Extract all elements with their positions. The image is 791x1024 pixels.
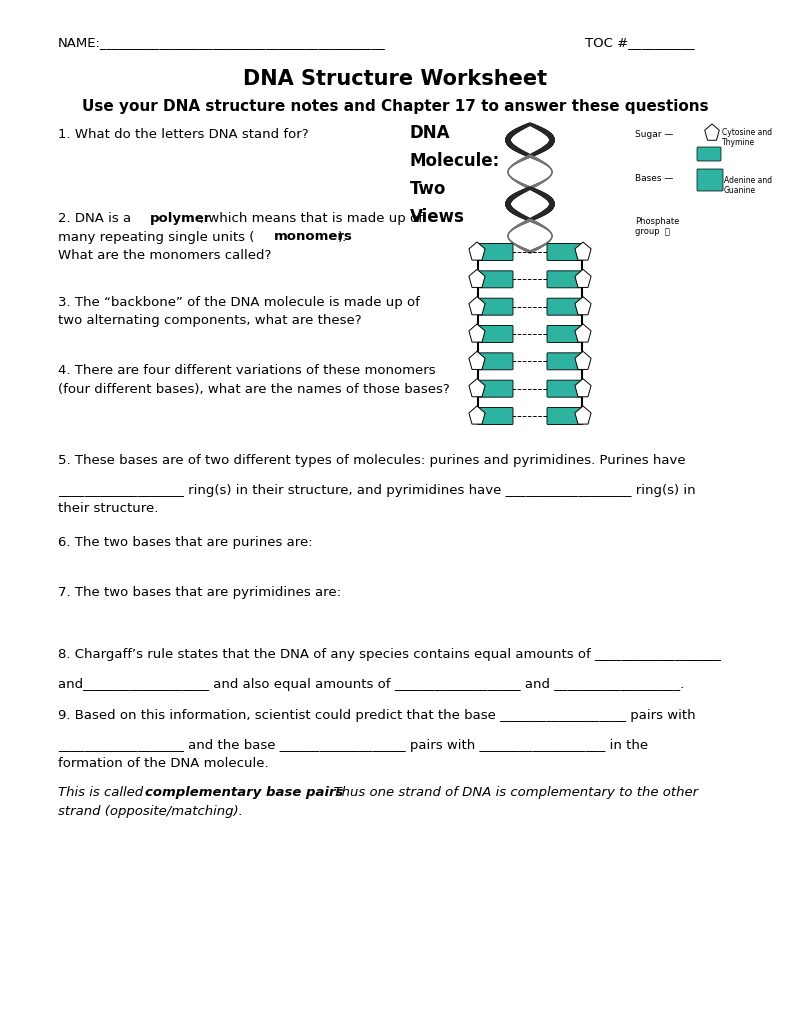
FancyBboxPatch shape <box>547 408 583 425</box>
FancyBboxPatch shape <box>547 353 583 370</box>
FancyBboxPatch shape <box>547 326 583 342</box>
Polygon shape <box>469 351 485 370</box>
FancyBboxPatch shape <box>547 270 583 288</box>
Text: 6. The two bases that are purines are:: 6. The two bases that are purines are: <box>58 536 312 549</box>
Text: Sugar —: Sugar — <box>635 130 673 139</box>
Text: many repeating single units (: many repeating single units ( <box>58 230 255 244</box>
Text: ).: ). <box>338 230 347 244</box>
Text: TOC #__________: TOC #__________ <box>585 36 694 49</box>
Polygon shape <box>575 269 591 288</box>
Text: , which means that is made up of: , which means that is made up of <box>200 212 423 225</box>
Text: 3. The “backbone” of the DNA molecule is made up of: 3. The “backbone” of the DNA molecule is… <box>58 296 420 309</box>
Polygon shape <box>469 324 485 342</box>
Text: Views: Views <box>410 208 465 226</box>
Polygon shape <box>575 297 591 314</box>
Text: 5. These bases are of two different types of molecules: purines and pyrimidines.: 5. These bases are of two different type… <box>58 454 686 467</box>
Text: formation of the DNA molecule.: formation of the DNA molecule. <box>58 757 269 770</box>
Text: What are the monomers called?: What are the monomers called? <box>58 249 271 262</box>
Text: (four different bases), what are the names of those bases?: (four different bases), what are the nam… <box>58 383 450 395</box>
Polygon shape <box>469 379 485 396</box>
Text: polymer: polymer <box>150 212 211 225</box>
FancyBboxPatch shape <box>477 244 513 260</box>
Text: Adenine and
Guanine: Adenine and Guanine <box>724 176 772 196</box>
FancyBboxPatch shape <box>477 380 513 397</box>
Text: ___________________ and the base ___________________ pairs with ________________: ___________________ and the base _______… <box>58 738 648 752</box>
Text: two alternating components, what are these?: two alternating components, what are the… <box>58 314 361 328</box>
FancyBboxPatch shape <box>547 298 583 315</box>
Text: 1. What do the letters DNA stand for?: 1. What do the letters DNA stand for? <box>58 128 308 141</box>
Text: Phosphate
group  Ⓑ: Phosphate group Ⓑ <box>635 217 679 237</box>
Text: 7. The two bases that are pyrimidines are:: 7. The two bases that are pyrimidines ar… <box>58 586 341 599</box>
Text: DNA Structure Worksheet: DNA Structure Worksheet <box>244 69 547 89</box>
Polygon shape <box>469 406 485 424</box>
Polygon shape <box>575 351 591 370</box>
Text: DNA: DNA <box>410 124 451 142</box>
Text: 9. Based on this information, scientist could predict that the base ____________: 9. Based on this information, scientist … <box>58 709 695 722</box>
Text: monomers: monomers <box>274 230 353 244</box>
Text: 2. DNA is a: 2. DNA is a <box>58 212 135 225</box>
Text: Use your DNA structure notes and Chapter 17 to answer these questions: Use your DNA structure notes and Chapter… <box>82 99 709 114</box>
Text: Cytosine and
Thymine: Cytosine and Thymine <box>722 128 772 147</box>
FancyBboxPatch shape <box>477 353 513 370</box>
Polygon shape <box>469 297 485 314</box>
FancyBboxPatch shape <box>477 298 513 315</box>
Polygon shape <box>575 379 591 396</box>
Polygon shape <box>575 406 591 424</box>
FancyBboxPatch shape <box>477 408 513 425</box>
Text: Bases —: Bases — <box>635 174 673 183</box>
Text: and___________________ and also equal amounts of ___________________ and _______: and___________________ and also equal am… <box>58 678 684 690</box>
FancyBboxPatch shape <box>547 244 583 260</box>
Polygon shape <box>469 242 485 260</box>
Text: Molecule:: Molecule: <box>410 152 500 170</box>
Text: strand (opposite/matching).: strand (opposite/matching). <box>58 805 243 817</box>
FancyBboxPatch shape <box>477 270 513 288</box>
Text: their structure.: their structure. <box>58 502 158 515</box>
Polygon shape <box>575 324 591 342</box>
Polygon shape <box>575 242 591 260</box>
FancyBboxPatch shape <box>697 147 721 161</box>
Text: Two: Two <box>410 180 446 198</box>
FancyBboxPatch shape <box>477 326 513 342</box>
Text: This is called: This is called <box>58 786 147 799</box>
Text: 8. Chargaff’s rule states that the DNA of any species contains equal amounts of : 8. Chargaff’s rule states that the DNA o… <box>58 648 721 662</box>
Text: 4. There are four different variations of these monomers: 4. There are four different variations o… <box>58 364 436 377</box>
FancyBboxPatch shape <box>697 169 723 191</box>
Text: NAME:___________________________________________: NAME:___________________________________… <box>58 36 386 49</box>
Polygon shape <box>705 124 719 140</box>
Polygon shape <box>469 269 485 288</box>
Text: ___________________ ring(s) in their structure, and pyrimidines have ___________: ___________________ ring(s) in their str… <box>58 483 695 497</box>
Text: complementary base pairs: complementary base pairs <box>145 786 343 799</box>
FancyBboxPatch shape <box>547 380 583 397</box>
Text: . Thus one strand of DNA is complementary to the other: . Thus one strand of DNA is complementar… <box>325 786 698 799</box>
